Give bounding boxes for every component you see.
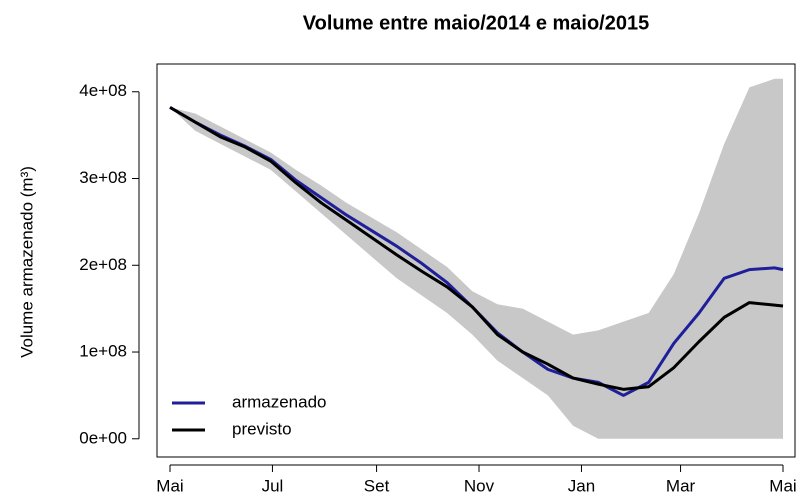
plot-box — [156, 63, 796, 458]
legend-label: previsto — [232, 419, 292, 438]
y-tick-label: 1e+08 — [79, 342, 127, 361]
x-tick-label: Mai — [769, 476, 796, 495]
series-line — [169, 106, 784, 391]
legend-label: armazenado — [232, 392, 327, 411]
x-tick-label: Set — [364, 476, 390, 495]
y-axis-label: Volume armazenado (m³) — [17, 166, 36, 358]
x-tick-label: Jan — [568, 476, 595, 495]
x-tick-label: Mar — [666, 476, 696, 495]
y-tick-label: 3e+08 — [79, 168, 127, 187]
y-tick-label: 0e+00 — [79, 428, 127, 447]
x-tick-label: Jul — [262, 476, 284, 495]
x-tick-label: Nov — [464, 476, 495, 495]
x-tick-label: Mai — [156, 476, 183, 495]
y-tick-label: 2e+08 — [79, 255, 127, 274]
y-tick-label: 4e+08 — [79, 81, 127, 100]
chart-title: Volume entre maio/2014 e maio/2015 — [303, 12, 649, 34]
uncertainty-band — [170, 78, 783, 439]
